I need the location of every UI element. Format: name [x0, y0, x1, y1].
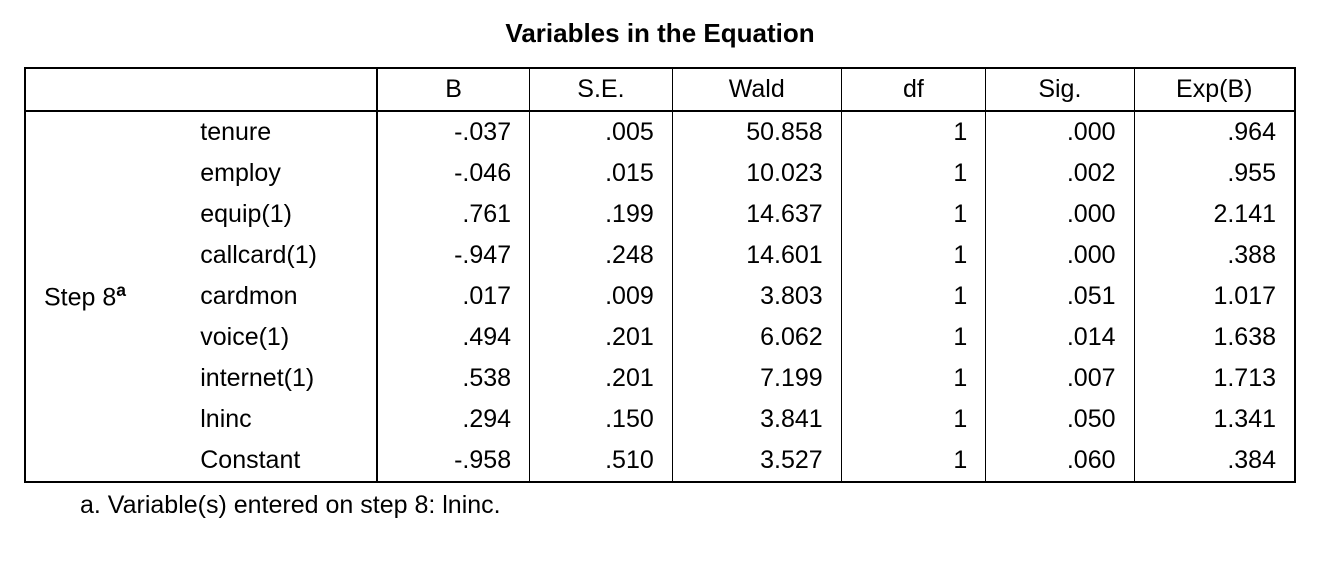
cell-Sig: .000: [986, 194, 1134, 235]
cell-Sig: .000: [986, 111, 1134, 153]
cell-Sig: .060: [986, 440, 1134, 482]
cell-ExpB: .955: [1134, 153, 1295, 194]
row-var: voice(1): [182, 317, 377, 358]
cell-Wald: 6.062: [672, 317, 841, 358]
cell-Sig: .014: [986, 317, 1134, 358]
col-header-B: B: [377, 68, 529, 111]
cell-ExpB: 2.141: [1134, 194, 1295, 235]
row-var: lninc: [182, 399, 377, 440]
cell-B: .761: [377, 194, 529, 235]
cell-df: 1: [841, 235, 986, 276]
cell-Wald: 3.803: [672, 276, 841, 317]
cell-df: 1: [841, 358, 986, 399]
table-row: Step 8a tenure -.037 .005 50.858 1 .000 …: [25, 111, 1295, 153]
row-var: Constant: [182, 440, 377, 482]
step-label-cell: Step 8a: [25, 111, 182, 482]
cell-B: .494: [377, 317, 529, 358]
cell-ExpB: .384: [1134, 440, 1295, 482]
table-row: voice(1) .494 .201 6.062 1 .014 1.638: [25, 317, 1295, 358]
table-row: equip(1) .761 .199 14.637 1 .000 2.141: [25, 194, 1295, 235]
cell-Sig: .002: [986, 153, 1134, 194]
table-row: lninc .294 .150 3.841 1 .050 1.341: [25, 399, 1295, 440]
cell-ExpB: 1.638: [1134, 317, 1295, 358]
cell-B: -.947: [377, 235, 529, 276]
cell-SE: .009: [530, 276, 673, 317]
cell-ExpB: 1.017: [1134, 276, 1295, 317]
cell-ExpB: 1.341: [1134, 399, 1295, 440]
table-row: internet(1) .538 .201 7.199 1 .007 1.713: [25, 358, 1295, 399]
cell-Wald: 14.637: [672, 194, 841, 235]
col-header-Wald: Wald: [672, 68, 841, 111]
cell-SE: .201: [530, 317, 673, 358]
cell-SE: .150: [530, 399, 673, 440]
cell-df: 1: [841, 276, 986, 317]
cell-Sig: .007: [986, 358, 1134, 399]
row-var: internet(1): [182, 358, 377, 399]
footnote-a: a. Variable(s) entered on step 8: lninc.: [24, 483, 1296, 520]
row-var: equip(1): [182, 194, 377, 235]
table-row: callcard(1) -.947 .248 14.601 1 .000 .38…: [25, 235, 1295, 276]
cell-B: -.958: [377, 440, 529, 482]
cell-Sig: .050: [986, 399, 1134, 440]
cell-ExpB: .964: [1134, 111, 1295, 153]
col-header-Sig: Sig.: [986, 68, 1134, 111]
cell-Wald: 50.858: [672, 111, 841, 153]
cell-SE: .510: [530, 440, 673, 482]
cell-Sig: .000: [986, 235, 1134, 276]
cell-ExpB: 1.713: [1134, 358, 1295, 399]
cell-Sig: .051: [986, 276, 1134, 317]
header-row: B S.E. Wald df Sig. Exp(B): [25, 68, 1295, 111]
header-stub-blank: [25, 68, 377, 111]
cell-Wald: 10.023: [672, 153, 841, 194]
cell-SE: .005: [530, 111, 673, 153]
cell-B: .294: [377, 399, 529, 440]
row-var: cardmon: [182, 276, 377, 317]
table-title: Variables in the Equation: [24, 18, 1296, 49]
cell-Wald: 3.841: [672, 399, 841, 440]
table-row: Constant -.958 .510 3.527 1 .060 .384: [25, 440, 1295, 482]
cell-Wald: 14.601: [672, 235, 841, 276]
cell-Wald: 3.527: [672, 440, 841, 482]
cell-df: 1: [841, 111, 986, 153]
cell-df: 1: [841, 440, 986, 482]
variables-in-equation-table: B S.E. Wald df Sig. Exp(B) Step 8a tenur…: [24, 67, 1296, 483]
cell-SE: .199: [530, 194, 673, 235]
cell-Wald: 7.199: [672, 358, 841, 399]
step-label: Step 8: [44, 284, 116, 312]
row-var: employ: [182, 153, 377, 194]
cell-SE: .248: [530, 235, 673, 276]
step-superscript: a: [116, 280, 126, 300]
col-header-df: df: [841, 68, 986, 111]
cell-df: 1: [841, 194, 986, 235]
cell-B: -.046: [377, 153, 529, 194]
table-row: cardmon .017 .009 3.803 1 .051 1.017: [25, 276, 1295, 317]
cell-df: 1: [841, 399, 986, 440]
row-var: callcard(1): [182, 235, 377, 276]
row-var: tenure: [182, 111, 377, 153]
cell-df: 1: [841, 153, 986, 194]
cell-B: .017: [377, 276, 529, 317]
cell-ExpB: .388: [1134, 235, 1295, 276]
col-header-ExpB: Exp(B): [1134, 68, 1295, 111]
cell-SE: .201: [530, 358, 673, 399]
table-row: employ -.046 .015 10.023 1 .002 .955: [25, 153, 1295, 194]
col-header-SE: S.E.: [530, 68, 673, 111]
cell-B: .538: [377, 358, 529, 399]
cell-df: 1: [841, 317, 986, 358]
cell-B: -.037: [377, 111, 529, 153]
cell-SE: .015: [530, 153, 673, 194]
